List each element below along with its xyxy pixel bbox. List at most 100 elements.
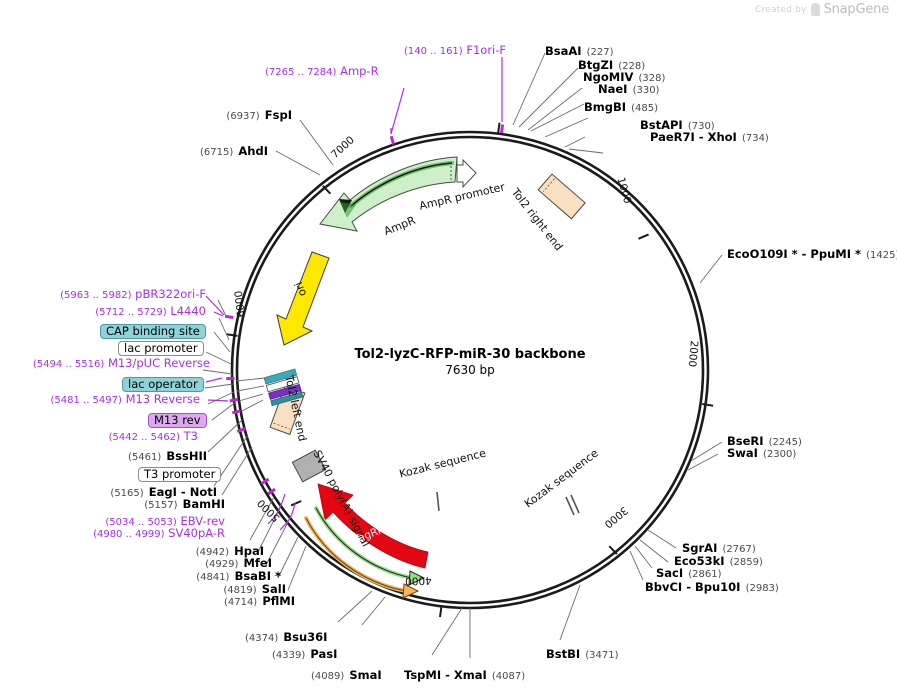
primer-range: (5481 .. 5497) <box>50 395 122 406</box>
feature-ampR <box>319 156 458 232</box>
enzyme-label-swai: SwaI (2300) <box>727 444 796 461</box>
enzyme-label-paer7i-xhoi: PaeR7I - XhoI (734) <box>650 128 769 145</box>
enzyme-name: MfeI <box>243 556 272 570</box>
snapgene-branding: Created by SnapGene <box>755 2 889 17</box>
enzyme-label-naei: NaeI (330) <box>598 80 659 97</box>
enzyme-name: SgrAI <box>682 541 718 555</box>
primer-label-l4440: (5712 .. 5729) L4440 <box>10 305 206 319</box>
chip-label: lac promoter <box>118 341 204 357</box>
enzyme-label-bseri: BseRI (2245) <box>727 432 802 449</box>
enzyme-name: BstAPI <box>640 118 683 132</box>
chip-label: M13 rev <box>148 413 207 429</box>
enzyme-position: (5157) <box>144 500 178 511</box>
primer-label-sv40pa-r: (4980 .. 4999) SV40pA-R <box>10 527 225 541</box>
backbone-inner-circle <box>235 135 705 605</box>
enzyme-name: HpaI <box>234 544 264 558</box>
enzyme-name: Bsu36I <box>283 630 328 644</box>
created-by-label: Created by <box>755 4 807 15</box>
primer-name: Amp-R <box>340 64 379 78</box>
primer-range: (4980 .. 4999) <box>93 529 165 540</box>
enzyme-position: (328) <box>638 73 666 84</box>
feature-ampR-promoter <box>450 157 477 189</box>
enzyme-position: (4087) <box>491 671 526 682</box>
primer-label-amp-r: (7265 .. 7284) Amp-R <box>265 65 379 79</box>
enzyme-label-bsaai: BsaAI (227) <box>545 42 614 59</box>
enzyme-position: (2300) <box>763 449 797 460</box>
primer-name: M13 Reverse <box>125 392 200 406</box>
chip-label: T3 promoter <box>138 467 222 483</box>
primer-name: T3 <box>183 429 198 443</box>
enzyme-position: (2245) <box>768 437 802 448</box>
enzyme-position: (2861) <box>688 569 722 580</box>
feature-chip-cap-binding-site: CAP binding site <box>100 322 206 340</box>
enzyme-label-ecoo109i-ppumi: EcoO109I * - PpuMI * (1425) <box>727 245 897 262</box>
plasmid-title: Tol2-lyzC-RFP-miR-30 backbone <box>354 347 586 362</box>
enzyme-name: PaeR7I - XhoI <box>650 130 737 144</box>
enzyme-position: (1425) <box>866 250 897 261</box>
feature-tol2-right-end <box>537 173 586 220</box>
enzyme-label-bamhi: (5157) BamHI <box>60 495 225 512</box>
chip-label: CAP binding site <box>100 324 206 340</box>
enzyme-name: BstBI <box>546 647 581 661</box>
primer-range: (5034 .. 5053) <box>105 517 177 528</box>
enzyme-name: BsaBI * <box>234 569 281 583</box>
enzyme-label-pflmi: (4714) PflMI <box>100 592 295 609</box>
enzyme-label-btgzi: BtgZI (228) <box>578 56 645 73</box>
enzyme-label-ngomiv: NgoMIV (328) <box>583 68 665 85</box>
enzyme-position: (485) <box>631 103 659 114</box>
enzyme-name: EagI - NotI <box>148 485 217 499</box>
enzyme-name: SwaI <box>727 446 758 460</box>
kozak-tick-marks <box>436 491 580 516</box>
primer-name: SV40pA-R <box>168 526 225 540</box>
enzyme-position: (4841) <box>196 572 230 583</box>
enzyme-name: PasI <box>310 647 338 661</box>
enzyme-position: (734) <box>741 133 769 144</box>
feature-chip-lac-promoter: lac promoter <box>118 339 204 357</box>
enzyme-position: (4089) <box>311 671 345 682</box>
primer-label-t3: (5442 .. 5462) T3 <box>10 430 198 444</box>
enzyme-label-bsshii: (5461) BssHII <box>60 447 207 464</box>
label-leader-lines <box>202 52 723 658</box>
enzyme-name: BbvCI - Bpu10I <box>645 580 741 594</box>
enzyme-position: (6715) <box>200 147 234 158</box>
enzyme-name: BmgBI <box>584 100 627 114</box>
plasmid-size: 7630 bp <box>445 363 495 377</box>
enzyme-name: Eco53kI <box>674 554 725 568</box>
feature-orange-arrow <box>304 516 420 599</box>
enzyme-label-tspmi-xmai: TspMI - XmaI (4087) <box>404 666 525 683</box>
chip-label: lac operator <box>122 377 204 393</box>
primer-label-pbr322ori-f: (5963 .. 5982) pBR322ori-F <box>10 288 206 302</box>
primer-name: M13/pUC Reverse <box>107 356 210 370</box>
enzyme-position: (228) <box>618 61 646 72</box>
ruler-tick-marks <box>226 122 714 618</box>
enzyme-label-smai: (4089) SmaI <box>311 666 382 683</box>
enzyme-label-sgrai: SgrAI (2767) <box>682 539 756 556</box>
primer-range: (5712 .. 5729) <box>95 307 167 318</box>
primer-range: (7265 .. 7284) <box>265 67 337 78</box>
primer-name: L4440 <box>170 304 206 318</box>
enzyme-label-pasi: (4339) PasI <box>272 645 337 662</box>
ruler-label-2000: 2000 <box>685 339 700 368</box>
enzyme-position: (4929) <box>205 559 239 570</box>
primer-leader-lines <box>205 57 503 531</box>
enzyme-label-bstbi: BstBI (3471) <box>546 645 619 662</box>
enzyme-position: (4339) <box>272 650 306 661</box>
enzyme-label-ahdi: (6715) AhdI <box>100 142 268 159</box>
enzyme-position: (4942) <box>195 547 229 558</box>
enzyme-label-hpai: (4942) HpaI <box>100 542 264 559</box>
enzyme-label-bmgbi: BmgBI (485) <box>584 98 658 115</box>
enzyme-name: BseRI <box>727 434 764 448</box>
enzyme-position: (2859) <box>729 557 763 568</box>
enzyme-position: (2767) <box>722 544 756 555</box>
snapgene-product-name: SnapGene <box>823 2 890 17</box>
enzyme-name: BssHII <box>166 449 207 463</box>
ruler-label-4000: 4000 <box>404 574 432 587</box>
primer-range: (5494 .. 5516) <box>32 359 105 370</box>
enzyme-label-eco53ki: Eco53kI (2859) <box>674 552 763 569</box>
enzyme-label-bsu36i: (4374) Bsu36I <box>245 628 327 645</box>
primer-label-ebv-rev: (5034 .. 5053) EBV-rev <box>10 515 225 529</box>
primer-name: EBV-rev <box>180 514 225 528</box>
enzyme-label-bstapi: BstAPI (730) <box>640 116 715 133</box>
